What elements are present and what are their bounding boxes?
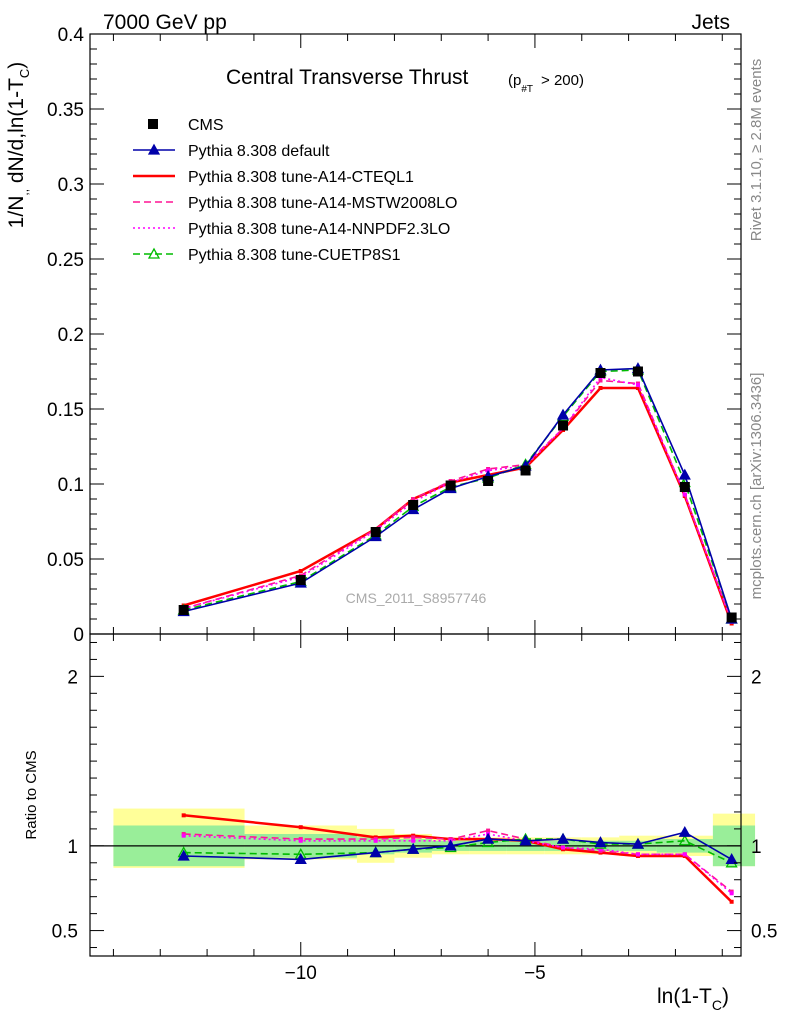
cms-data-point <box>558 420 569 431</box>
ratio-series-marker <box>678 834 691 846</box>
ratio-series-marker <box>729 899 734 904</box>
ratio-series-marker <box>594 836 607 848</box>
main-ytick-label: 0.15 <box>47 400 84 421</box>
ratio-ytick-label-right: 0.5 <box>751 922 777 943</box>
ratio-series-marker <box>411 838 416 843</box>
main-series-marker <box>298 569 303 573</box>
header-left: 7000 GeV pp <box>103 11 227 34</box>
cms-data-point <box>370 527 381 537</box>
cms-data-point <box>726 612 737 623</box>
main-ytick-label: 0.05 <box>47 550 84 571</box>
main-series-marker <box>598 386 603 390</box>
cms-data-point <box>679 482 690 492</box>
legend: CMS Pythia 8.308 default Pythia 8.308 tune… <box>133 117 457 264</box>
ratio-series-line <box>183 838 732 864</box>
ratio-series-marker <box>682 852 687 857</box>
main-ytick-label: 0.25 <box>47 250 84 271</box>
main-series-marker <box>411 497 416 501</box>
ratio-panel: 0.5 0.5 1 1 2 2 −10 −5 Ratio to CMS ln(1-TC) <box>23 633 777 1013</box>
ratio-series-marker <box>725 853 738 865</box>
main-series-marker <box>556 408 570 420</box>
main-ytick-label: 0.2 <box>58 325 84 346</box>
main-series-marker <box>635 386 640 390</box>
main-series-line <box>183 367 733 620</box>
main-ytick-label: 0 <box>73 625 84 646</box>
ratio-series-marker <box>635 852 640 857</box>
ratio-series-marker <box>294 853 307 865</box>
main-panel: 0 0.05 0.1 0.15 0.2 0.25 0.3 0.35 0.4 Central Tr… <box>5 25 742 646</box>
cms-data-point <box>632 366 643 377</box>
ratio-frame <box>89 633 742 957</box>
main-series-marker <box>635 383 640 387</box>
ratio-ytick-label: 0.5 <box>52 922 78 943</box>
ratio-series-marker <box>411 835 416 840</box>
main-ytick-label: 0.3 <box>58 175 84 196</box>
ratio-ytick-label-right: 1 <box>751 837 762 858</box>
cms-data-point <box>520 465 531 476</box>
ratio-series-marker <box>373 838 378 843</box>
header-right: Jets <box>691 11 730 34</box>
legend-label: Pythia 8.308 tune-CUETP8S1 <box>188 247 401 264</box>
cms-data-point <box>295 575 306 585</box>
ratio-ytick-label: 1 <box>67 837 78 858</box>
main-ylabel: 1/N,, dN/d,ln(1-TC) <box>5 62 32 229</box>
cms-data-point <box>178 605 189 615</box>
main-ytick-label: 0.1 <box>58 475 84 496</box>
main-series-marker <box>598 378 603 383</box>
cms-data-point <box>595 368 606 378</box>
main-series-line <box>183 379 733 623</box>
ratio-xlabel: ln(1-TC) <box>657 985 729 1013</box>
rivet-label: Rivet 3.1.10, ≥ 2.8M events <box>748 59 765 242</box>
ratio-series-marker <box>598 847 603 852</box>
main-series-marker <box>678 468 691 480</box>
ratio-xtick-label: −5 <box>524 963 546 984</box>
ratio-series-marker <box>481 832 495 844</box>
ratio-series-marker <box>631 837 645 849</box>
main-ytick-label: 0.35 <box>47 100 84 121</box>
ratio-series-marker <box>444 839 457 851</box>
ratio-series-marker <box>407 842 420 854</box>
legend-label: Pythia 8.308 tune-A14-CTEQL1 <box>188 169 414 186</box>
ratio-series-line <box>183 831 733 861</box>
mcplots-label: mcplots.cern.ch [arXiv:1306.3436] <box>748 373 765 600</box>
ratio-series-marker <box>298 838 303 843</box>
ratio-series-marker <box>729 891 734 896</box>
legend-marker <box>147 247 161 259</box>
main-series-line <box>183 376 733 623</box>
ratio-series-marker <box>519 834 532 846</box>
ratio-series-marker <box>177 849 190 861</box>
legend-label: Pythia 8.308 default <box>188 143 330 160</box>
ratio-ytick-label-right: 2 <box>751 667 762 688</box>
main-ytick-label: 0.4 <box>58 25 85 46</box>
ratio-series-marker <box>561 845 566 850</box>
cms-data-point <box>483 476 494 486</box>
analysis-label: CMS_2011_S8957746 <box>346 590 487 606</box>
ratio-xtick-label: −10 <box>285 963 317 984</box>
ratio-ytick-label: 2 <box>67 667 78 688</box>
legend-label: Pythia 8.308 tune-A14-NNPDF2.3LO <box>188 221 450 238</box>
ratio-series-marker <box>181 833 186 838</box>
ratio-series-marker <box>369 846 382 858</box>
ratio-series-marker <box>298 825 303 830</box>
main-series-marker <box>682 492 687 497</box>
main-series-line <box>183 386 733 624</box>
main-title: Central Transverse Thrust <box>226 66 469 89</box>
ratio-series-line <box>183 829 733 893</box>
legend-marker <box>147 143 161 155</box>
main-title-cut: (p#T> 200) <box>508 72 584 95</box>
ratio-ylabel: Ratio to CMS <box>23 750 40 839</box>
cms-data-point <box>445 480 456 491</box>
ratio-series-marker <box>678 825 691 837</box>
cms-data-point <box>408 500 419 510</box>
legend-marker <box>148 119 158 129</box>
ratio-series-marker <box>556 832 570 844</box>
legend-label: CMS <box>188 117 224 134</box>
legend-label: Pythia 8.308 tune-A14-MSTW2008LO <box>188 195 457 212</box>
ratio-series-marker <box>486 828 491 833</box>
ratio-series-marker <box>181 813 186 818</box>
